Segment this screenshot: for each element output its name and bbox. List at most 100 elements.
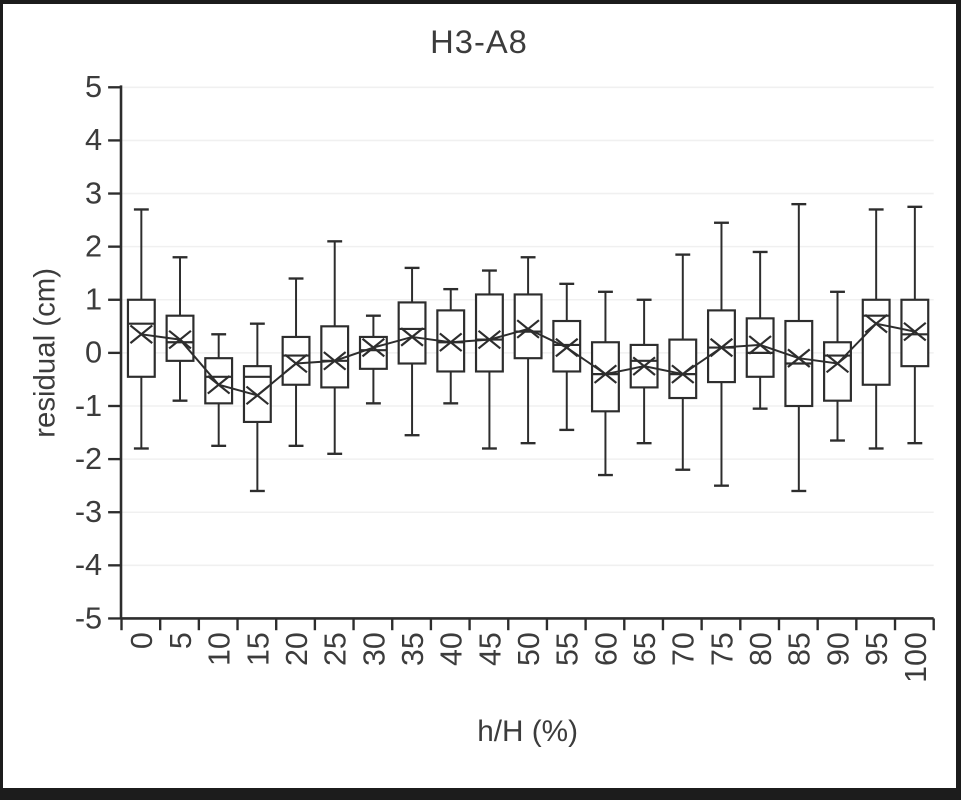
box-iqr <box>397 301 427 365</box>
boxplot-25 <box>320 240 350 455</box>
x-tick-label: 25 <box>318 632 352 666</box>
chart-title: H3-A8 <box>430 24 528 60</box>
boxplot-10 <box>204 333 234 448</box>
mean-x-marker <box>284 353 308 374</box>
mean-x-marker <box>516 319 540 339</box>
x-stroke <box>593 364 618 384</box>
x-stroke <box>787 348 811 368</box>
x-stroke <box>477 329 502 350</box>
y-tick-label: -3 <box>75 495 102 529</box>
x-stroke <box>439 332 463 352</box>
boxplot-50 <box>513 256 543 445</box>
mean-x-marker <box>671 364 695 384</box>
x-stroke <box>168 329 192 350</box>
box-series <box>126 202 930 493</box>
mean-x-marker <box>477 329 502 350</box>
x-tick-labels: 0 5 10 15 20 25 30 35 40 45 50 55 60 65 70 75 80 85 90 95 10… <box>125 632 933 683</box>
x-stroke <box>555 337 579 358</box>
x-stroke <box>361 337 385 358</box>
boxplot-55 <box>552 282 582 432</box>
x-stroke <box>748 335 772 355</box>
boxplot-70 <box>668 253 698 471</box>
mean-x-marker <box>439 332 463 352</box>
x-tick-label: 50 <box>512 632 546 666</box>
boxplot-80 <box>745 250 775 410</box>
y-tick-label: 3 <box>85 176 102 210</box>
box-iqr <box>126 298 156 378</box>
box-iqr <box>590 341 620 413</box>
mean-x-marker <box>787 348 811 368</box>
y-tick-label: 0 <box>85 336 102 370</box>
boxplot-90 <box>823 290 852 442</box>
mean-x-marker <box>400 327 424 347</box>
boxplot-30 <box>358 314 388 405</box>
boxplot-35 <box>397 266 427 437</box>
x-stroke <box>516 319 540 339</box>
mean-x-marker <box>168 329 192 350</box>
x-stroke <box>129 324 153 344</box>
y-tick-label: -1 <box>75 389 102 423</box>
boxplot-60 <box>590 290 620 477</box>
box-iqr <box>513 293 543 360</box>
x-stroke <box>864 314 888 334</box>
boxplot-40 <box>436 287 466 405</box>
box-iqr <box>204 357 234 405</box>
x-tick-label: 75 <box>705 632 739 666</box>
mean-x-marker <box>361 337 385 358</box>
y-tick-label: 5 <box>85 70 102 104</box>
x-tick-label: 55 <box>551 632 585 666</box>
boxplot-95 <box>861 208 891 450</box>
x-stroke <box>400 327 424 347</box>
box-iqr <box>861 298 891 386</box>
x-tick-label: 100 <box>899 632 933 683</box>
x-tick-label: 20 <box>280 632 314 666</box>
y-tick-label: -4 <box>75 548 102 582</box>
boxplot-20 <box>281 277 311 448</box>
boxplot-85 <box>784 202 814 493</box>
mean-x-marker <box>748 335 772 355</box>
y-tick-label: 2 <box>85 230 102 264</box>
x-tick-label: 35 <box>396 632 430 666</box>
mean-x-marker <box>709 337 734 358</box>
boxplot-5 <box>165 256 195 402</box>
x-tick-label: 60 <box>589 632 623 666</box>
y-tick-label: -5 <box>75 601 102 635</box>
mean-x-marker <box>245 385 269 406</box>
x-stroke <box>207 375 231 395</box>
boxplot-45 <box>474 269 504 450</box>
x-stroke <box>284 353 308 374</box>
mean-x-marker <box>555 337 579 358</box>
y-tick-label: -2 <box>75 442 102 476</box>
x-tick-label: 85 <box>783 632 817 666</box>
mean-x-marker <box>864 314 888 334</box>
boxplot-65 <box>629 298 659 445</box>
mean-x-marker <box>903 321 927 342</box>
x-tick-label: 95 <box>860 632 894 666</box>
mean-x-marker <box>129 324 153 344</box>
x-tick-label: 30 <box>357 632 391 666</box>
x-tick-label: 10 <box>202 632 236 666</box>
x-axis-label: h/H (%) <box>477 715 578 748</box>
y-tick-label: 1 <box>85 283 102 317</box>
x-tick-label: 70 <box>667 632 701 666</box>
x-stroke <box>245 385 269 406</box>
box-iqr <box>281 335 311 386</box>
mean-trend-line <box>129 314 927 406</box>
x-tick-label: 90 <box>821 632 855 666</box>
y-axis-label: residual (cm) <box>28 268 61 438</box>
boxplot-15 <box>242 322 272 493</box>
mean-x-marker <box>323 351 347 371</box>
mean-x-marker <box>632 356 656 376</box>
x-stroke <box>323 351 347 371</box>
x-tick-label: 5 <box>164 632 198 649</box>
axes <box>108 85 935 631</box>
x-tick-label: 15 <box>241 632 275 666</box>
x-tick-label: 0 <box>125 632 159 649</box>
box-iqr <box>358 335 388 370</box>
x-stroke <box>632 356 656 376</box>
mean-x-marker <box>593 364 618 384</box>
boxplot-0 <box>126 208 156 450</box>
x-tick-label: 45 <box>473 632 507 666</box>
